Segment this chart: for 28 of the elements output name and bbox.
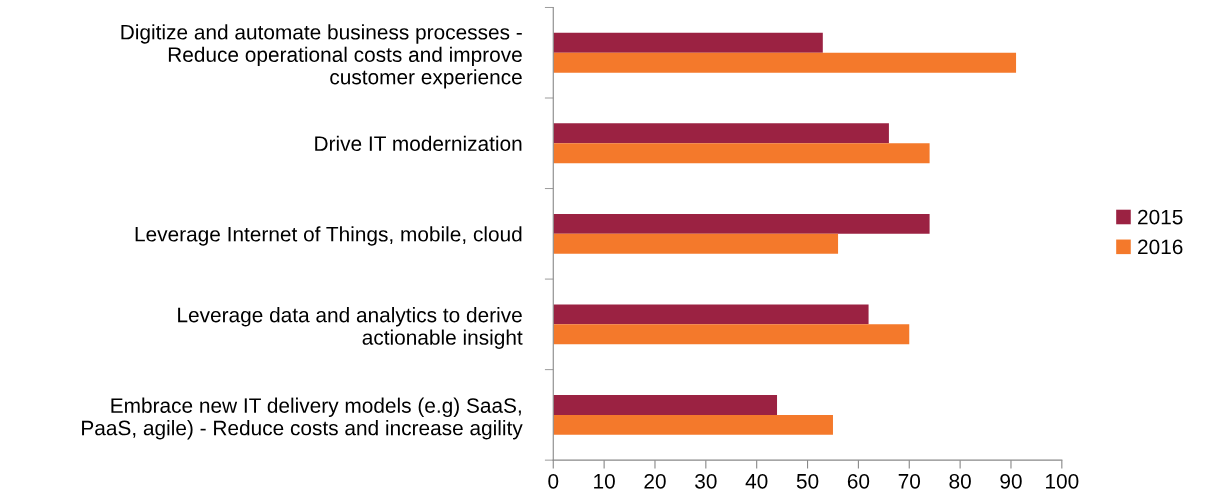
x-tick-label: 30 bbox=[695, 473, 717, 489]
y-tick-label: Leverage Internet of Things, mobile, cloud bbox=[135, 226, 522, 246]
bar bbox=[553, 414, 833, 435]
bar bbox=[553, 52, 1017, 73]
x-tick-label: 20 bbox=[644, 473, 666, 489]
x-tick-label: 60 bbox=[847, 473, 870, 489]
x-tick-label: 90 bbox=[1000, 473, 1022, 489]
x-tick-label: 100 bbox=[1046, 473, 1079, 489]
bar bbox=[553, 143, 930, 164]
x-tick-label: 0 bbox=[548, 473, 559, 489]
x-tick-label: 50 bbox=[796, 473, 819, 489]
legend-label: 2016 bbox=[1138, 239, 1183, 255]
y-tick-label: Drive IT modernization bbox=[315, 135, 522, 152]
y-tick-label: Leverage data and analytics to derive actionable insight bbox=[178, 307, 523, 349]
bar bbox=[553, 394, 778, 415]
x-tick-label: 80 bbox=[949, 473, 971, 489]
legend-label: 2015 bbox=[1138, 209, 1183, 225]
y-tick-label: Digitize and automate business processes - Reduce operational costs and improve customer experience bbox=[121, 24, 522, 89]
bar bbox=[553, 213, 930, 234]
y-tick-label: Embrace new IT delivery models (e.g) SaaS, PaaS, agile) - Reduce costs and increase agility bbox=[82, 397, 523, 440]
bar bbox=[553, 324, 910, 345]
bar bbox=[553, 32, 823, 53]
x-tick-label: 70 bbox=[898, 473, 921, 489]
bar bbox=[553, 304, 869, 325]
x-tick-label: 10 bbox=[594, 473, 615, 489]
bar bbox=[553, 123, 889, 144]
bar bbox=[553, 233, 839, 254]
x-tick-label: 40 bbox=[745, 473, 768, 489]
